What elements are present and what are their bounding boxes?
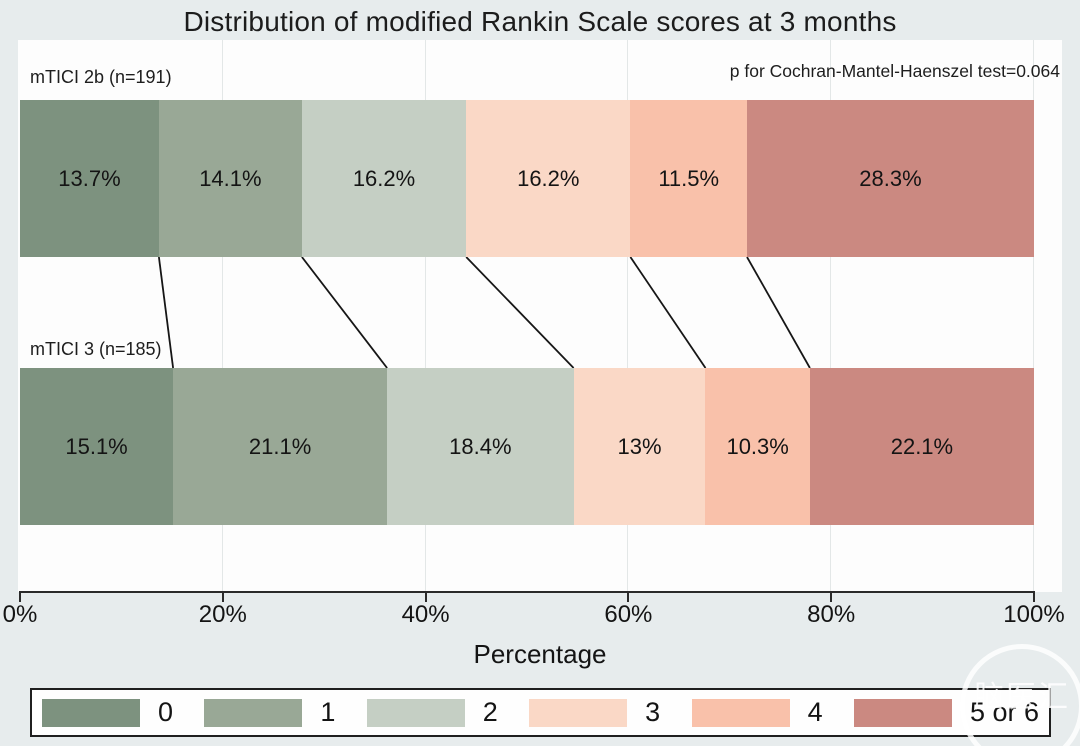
tick-mark-80% — [830, 593, 833, 602]
legend-label: 3 — [645, 697, 661, 727]
legend-item-mrs-2: 2 — [366, 697, 498, 728]
legend: 0 1 2 3 4 5 or 6 — [30, 688, 1051, 737]
tick-label-60%: 60% — [604, 601, 653, 628]
connector-line-4 — [746, 257, 811, 368]
connector-line-0 — [158, 257, 174, 368]
segment-mrs-3: 13% — [573, 368, 706, 525]
gridline-80 — [830, 40, 832, 592]
segment-value-label: 11.5% — [658, 165, 720, 191]
tick-label-40%: 40% — [401, 601, 450, 628]
legend-label: 4 — [807, 697, 823, 727]
tick-mark-60% — [627, 593, 630, 602]
legend-swatch-icon — [691, 698, 790, 727]
legend-item-mrs-3: 3 — [529, 697, 660, 728]
tick-label-0%: 0% — [2, 601, 38, 628]
legend-item-mrs-1: 1 — [204, 697, 335, 728]
legend-item-mrs-0: 0 — [42, 697, 173, 728]
segment-value-label: 15.1% — [65, 433, 128, 459]
gridline-40 — [424, 40, 426, 592]
segment-value-label: 10.3% — [726, 433, 789, 459]
segment-mrs-2: 18.4% — [387, 368, 574, 525]
segment-value-label: 14.1% — [199, 165, 262, 191]
connector-lines — [158, 257, 811, 368]
segment-value-label: 21.1% — [248, 433, 312, 459]
gridline-60 — [627, 40, 629, 592]
tick-label-100%: 100% — [1003, 601, 1065, 628]
series-label-mtici-2b: mTICI 2b (n=191) — [30, 67, 172, 87]
segment-value-label: 22.1% — [890, 433, 954, 459]
segment-value-label: 13.7% — [58, 165, 121, 191]
p-value-annotation: p for Cochran-Mantel-Haenszel test=0.064 — [729, 61, 1060, 81]
legend-swatch-icon — [204, 698, 303, 727]
segment-mrs-2: 16.2% — [301, 100, 467, 257]
segment-mrs-0: 13.7% — [20, 100, 159, 257]
series-label-mtici-3: mTICI 3 (n=185) — [30, 339, 162, 359]
legend-swatch-icon — [42, 698, 140, 727]
segment-value-label: 13% — [617, 433, 662, 459]
legend-item-mrs-4: 4 — [691, 697, 823, 728]
segment-mrs-1: 21.1% — [173, 368, 388, 525]
segment-mrs-1: 14.1% — [158, 100, 302, 257]
segment-value-label: 18.4% — [449, 433, 512, 459]
connector-line-1 — [301, 257, 388, 368]
legend-label: 0 — [158, 697, 174, 727]
tick-mark-20% — [221, 593, 224, 602]
legend-label: 1 — [320, 697, 336, 727]
legend-item-mrs-5-or-6: 5 or 6 — [853, 697, 1039, 728]
connector-line-2 — [465, 257, 575, 368]
legend-swatch-icon — [366, 698, 465, 727]
segment-mrs-3: 16.2% — [466, 100, 631, 257]
legend-label: 2 — [482, 697, 498, 727]
legend-swatch-icon — [529, 698, 628, 727]
tick-label-20%: 20% — [198, 601, 247, 628]
tick-label-80%: 80% — [807, 601, 856, 628]
tick-mark-100% — [1033, 593, 1035, 602]
stacked-bar-mtici-2b: 13.7% 14.1% 16.2% 16.2% 11.5% 28.3% — [20, 100, 1034, 257]
stacked-bar-mtici-3: 15.1% 21.1% 18.4% 13% 10.3% 22.1% — [20, 368, 1034, 525]
x-axis-title: Percentage — [473, 639, 607, 669]
segment-value-label: 16.2% — [352, 165, 416, 191]
legend-label: 5 or 6 — [969, 697, 1039, 727]
segment-mrs-5-or-6: 28.3% — [747, 100, 1034, 257]
segment-mrs-4: 10.3% — [705, 368, 810, 525]
segment-value-label: 28.3% — [859, 165, 922, 191]
segment-mrs-5-or-6: 22.1% — [809, 368, 1034, 525]
x-axis-line — [19, 591, 1035, 593]
legend-swatch-icon — [853, 698, 952, 727]
gridline-20 — [221, 40, 223, 592]
segment-mrs-4: 11.5% — [630, 100, 748, 257]
segment-mrs-0: 15.1% — [20, 368, 174, 525]
segment-value-label: 16.2% — [517, 165, 580, 191]
connector-line-3 — [629, 257, 707, 368]
chart-title: Distribution of modified Rankin Scale sc… — [183, 6, 897, 37]
gridline-100 — [1033, 40, 1034, 592]
tick-mark-0% — [19, 593, 21, 602]
tick-mark-40% — [424, 593, 427, 602]
